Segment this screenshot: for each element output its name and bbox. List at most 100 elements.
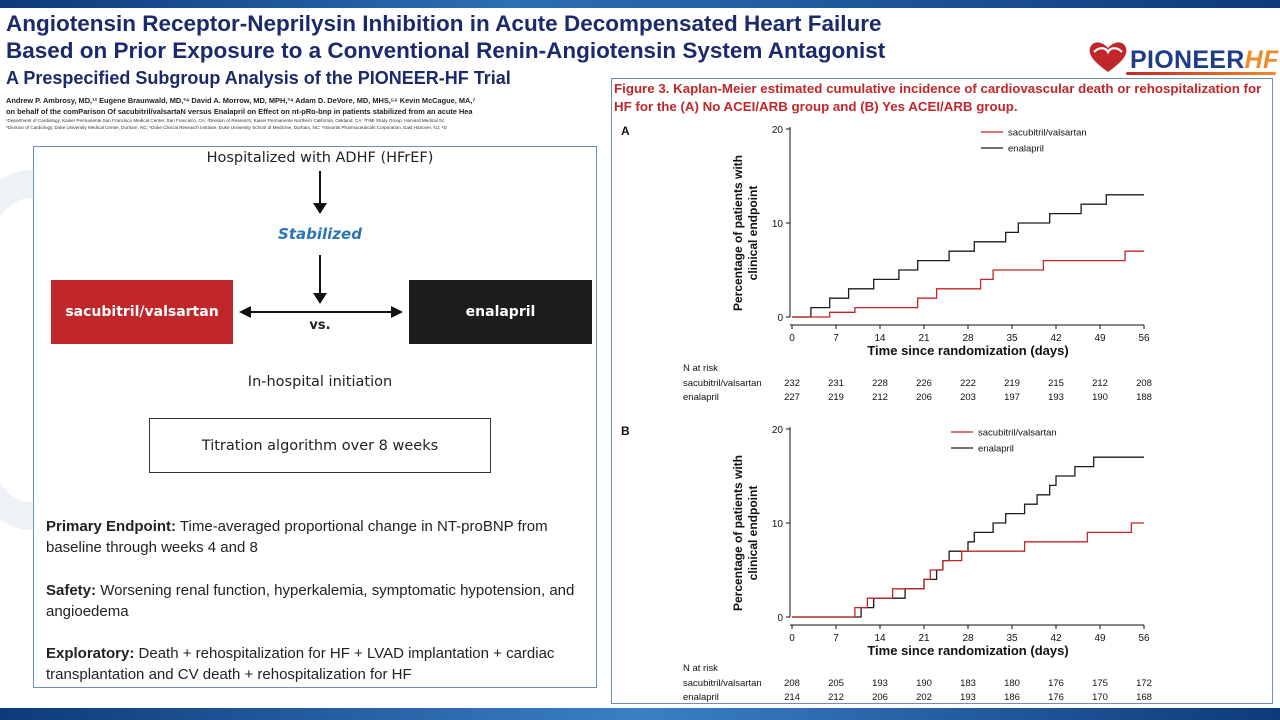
x-tick-label: 0 <box>789 333 795 344</box>
y-axis-title-line-1: Percentage of patients with <box>731 155 745 311</box>
panel-label: A <box>621 124 630 138</box>
y-axis-title-line-1: Percentage of patients with <box>731 455 745 611</box>
x-tick-label: 21 <box>918 333 930 344</box>
exploratory-endpoint: Exploratory: Death + rehospitalization f… <box>46 643 592 685</box>
at-risk-value: 180 <box>1004 678 1020 689</box>
at-risk-title: N at risk <box>683 663 718 674</box>
x-tick-label: 14 <box>874 333 886 344</box>
series-line-sacubitril-valsartan <box>792 250 1144 318</box>
at-risk-row-label: enalapril <box>683 692 719 702</box>
at-risk-value: 193 <box>1048 392 1064 403</box>
heart-logo-icon <box>1089 42 1127 72</box>
at-risk-value: 176 <box>1048 678 1064 689</box>
poster-subtitle: A Prespecified Subgroup Analysis of the … <box>6 68 511 88</box>
x-axis-title: Time since randomization (days) <box>867 643 1068 658</box>
x-tick-label: 35 <box>1006 333 1018 344</box>
arrow-down-icon <box>313 255 327 304</box>
at-risk-value: 190 <box>1092 392 1108 403</box>
y-tick-label: 10 <box>772 519 784 530</box>
poster-title: Angiotensin Receptor-Neprilysin Inhibiti… <box>6 10 1076 64</box>
at-risk-value: 212 <box>828 692 844 702</box>
km-charts-container: A 0 10 20 0 7 14 21 28 35 42 49 56 Time since randomi… <box>611 118 1273 707</box>
at-risk-value: 175 <box>1092 678 1108 689</box>
series-line-enalapril <box>792 194 1144 318</box>
y-axis-title-line-2: clinical endpoint <box>746 186 760 281</box>
legend-label: sacubitril/valsartan <box>1008 128 1087 139</box>
legend-label: sacubitril/valsartan <box>978 428 1057 439</box>
x-tick-label: 49 <box>1094 333 1106 344</box>
km-charts: A 0 10 20 0 7 14 21 28 35 42 49 56 Time since randomi… <box>621 124 1152 703</box>
y-axis-title: Percentage of patients withclinical endp… <box>731 455 760 611</box>
in-hospital-initiation-label: In-hospital initiation <box>247 374 393 390</box>
title-line-2: Based on Prior Exposure to a Conventiona… <box>6 38 886 63</box>
at-risk-row-label: sacubitril/valsartan <box>683 378 762 389</box>
at-risk-value: 232 <box>784 378 800 389</box>
hospitalized-label: Hospitalized with ADHF (HFrEF) <box>206 150 434 166</box>
at-risk-value: 170 <box>1092 692 1108 702</box>
at-risk-value: 227 <box>784 392 800 403</box>
authors-line-1: Andrew P. Ambrosy, MD,¹² Eugene Braunwal… <box>6 96 476 105</box>
y-axis-title: Percentage of patients withclinical endp… <box>731 155 760 311</box>
titration-box: Titration algorithm over 8 weeks <box>149 418 491 473</box>
affiliations-line-1: ¹Department of Cardiology, Kaiser Perman… <box>6 118 445 123</box>
x-tick-label: 7 <box>833 633 839 644</box>
x-tick-label: 28 <box>962 633 974 644</box>
logo-swoosh <box>1126 72 1276 75</box>
at-risk-value: 190 <box>916 678 932 689</box>
x-tick-label: 14 <box>874 633 886 644</box>
x-axis-title: Time since randomization (days) <box>867 343 1068 358</box>
exploratory-endpoint-text: Death + rehospitalization for HF + LVAD … <box>46 645 555 683</box>
at-risk-row-label: sacubitril/valsartan <box>683 678 762 689</box>
pioneer-hf-logo: PIONEERHF <box>1086 38 1278 76</box>
at-risk-value: 188 <box>1136 392 1152 403</box>
at-risk-value: 197 <box>1004 392 1020 403</box>
primary-endpoint: Primary Endpoint: Time-averaged proporti… <box>46 516 592 558</box>
logo-text-main: PIONEER <box>1130 46 1245 74</box>
at-risk-value: 219 <box>1004 378 1020 389</box>
x-tick-label: 56 <box>1138 333 1150 344</box>
x-tick-label: 49 <box>1094 633 1106 644</box>
x-tick-label: 56 <box>1138 633 1150 644</box>
at-risk-value: 222 <box>960 378 976 389</box>
vs-label: vs. <box>309 318 331 333</box>
x-tick-label: 7 <box>833 333 839 344</box>
legend-label: enalapril <box>978 444 1014 455</box>
panel-label: B <box>621 424 630 438</box>
at-risk-value: 214 <box>784 692 800 702</box>
at-risk-value: 183 <box>960 678 976 689</box>
sacubitril-valsartan-arm: sacubitril/valsartan <box>51 280 233 344</box>
at-risk-value: 219 <box>828 392 844 403</box>
stabilized-label: Stabilized <box>278 225 362 243</box>
top-accent-bar <box>0 0 1280 8</box>
at-risk-row-label: enalapril <box>683 392 719 403</box>
affiliations-line-2: ⁵Division of Cardiology, Duke University… <box>6 125 447 130</box>
at-risk-value: 172 <box>1136 678 1152 689</box>
x-tick-label: 42 <box>1050 633 1062 644</box>
bottom-accent-bar <box>0 708 1280 720</box>
y-tick-label: 20 <box>772 125 784 136</box>
safety-endpoint: Safety: Worsening renal function, hyperk… <box>46 580 592 622</box>
y-axis-title-line-2: clinical endpoint <box>746 486 760 581</box>
study-design-panel <box>33 146 597 688</box>
enalapril-arm: enalapril <box>409 280 592 344</box>
authors-line-2: on behalf of the comParison Of sacubitri… <box>6 107 473 116</box>
at-risk-value: 208 <box>784 678 800 689</box>
at-risk-value: 212 <box>872 392 888 403</box>
at-risk-value: 203 <box>960 392 976 403</box>
at-risk-value: 186 <box>1004 692 1020 702</box>
x-tick-label: 0 <box>789 633 795 644</box>
primary-endpoint-label: Primary Endpoint: <box>46 518 177 535</box>
legend-label: enalapril <box>1008 144 1044 155</box>
at-risk-value: 231 <box>828 378 844 389</box>
at-risk-value: 226 <box>916 378 932 389</box>
at-risk-value: 168 <box>1136 692 1152 702</box>
y-tick-label: 0 <box>777 613 783 624</box>
at-risk-value: 228 <box>872 378 888 389</box>
series-line-enalapril <box>792 456 1144 618</box>
figure-panel <box>611 78 1273 704</box>
at-risk-value: 212 <box>1092 378 1108 389</box>
x-tick-label: 42 <box>1050 333 1062 344</box>
x-tick-label: 28 <box>962 333 974 344</box>
at-risk-value: 193 <box>960 692 976 702</box>
safety-endpoint-text: Worsening renal function, hyperkalemia, … <box>46 582 575 620</box>
